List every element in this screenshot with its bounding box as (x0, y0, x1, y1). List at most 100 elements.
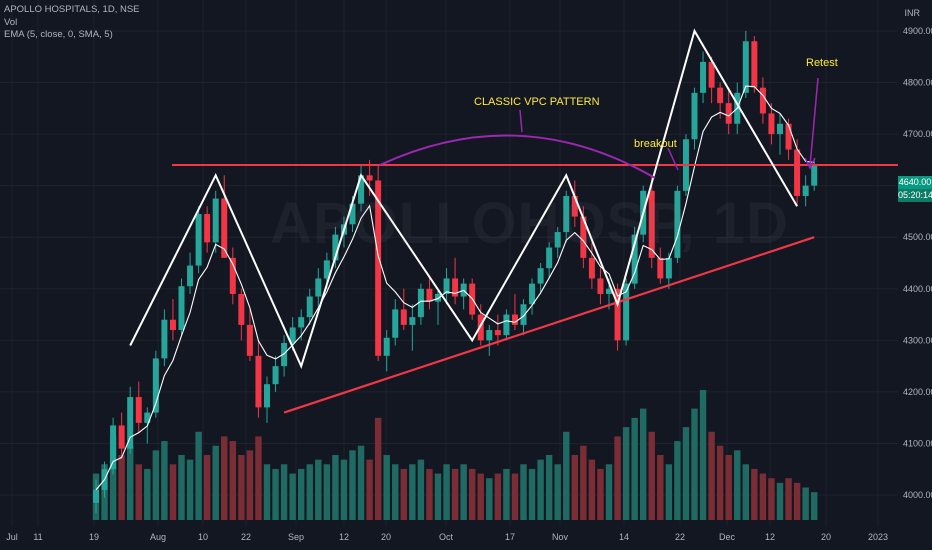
volume-bar (545, 455, 553, 520)
candle-body (742, 41, 749, 93)
candle-body (323, 260, 330, 279)
volume-bar (169, 464, 177, 520)
time-axis: Jul 11 19 Aug 10 22 Sep 12 20 Oct 17 Nov 14 22 Dec 12 20… (6, 532, 888, 542)
price-tick-label: 4300.00 (903, 335, 932, 345)
candle-body (768, 113, 775, 135)
candle-body (785, 123, 792, 150)
volume-bar (716, 445, 724, 520)
candle-body (554, 232, 561, 248)
candle-body (264, 384, 270, 408)
ema-indicator-label[interactable]: EMA (5, close, 0, SMA, 5) (4, 29, 113, 40)
volume-bar (486, 478, 493, 520)
candle-body (443, 278, 450, 294)
volume-bar (340, 459, 348, 520)
pattern-annotation: CLASSIC VPC PATTERN (474, 96, 600, 108)
price-tick-label: 4400.00 (903, 284, 932, 294)
candle-body (494, 330, 501, 336)
candle-body (152, 358, 159, 413)
volume-bar (477, 473, 484, 520)
volume-bar (426, 468, 433, 520)
volume-bar (374, 417, 382, 520)
ema-line-layer (95, 85, 815, 491)
volume-bar (648, 431, 655, 520)
retest-annotation: Retest (806, 57, 838, 69)
candle-body (204, 214, 211, 243)
volume-indicator-label[interactable]: Vol (4, 16, 18, 28)
candle-body (383, 337, 390, 356)
candle-body (537, 268, 544, 284)
volume-bar (614, 436, 621, 520)
candle-body (691, 92, 698, 140)
volume-bar (383, 455, 390, 520)
volume-bar (469, 468, 476, 520)
volume-bar (640, 408, 647, 520)
volume-bar (699, 390, 707, 520)
volume-bar (631, 417, 638, 520)
volume-bar (682, 427, 690, 520)
time-tick-label: 19 (89, 532, 99, 542)
time-tick-label: Nov (552, 532, 569, 542)
candle-body (417, 288, 424, 318)
candle-body (623, 283, 630, 341)
candle-body (811, 165, 818, 186)
price-tick-label: 4100.00 (903, 438, 932, 448)
volume-bar (246, 450, 254, 520)
time-tick-label: 22 (241, 532, 251, 542)
time-tick-label: 12 (765, 532, 775, 542)
candle-body (281, 342, 288, 367)
volume-bar (152, 450, 160, 520)
volume-bar (263, 464, 271, 520)
candle-body (477, 314, 484, 341)
volume-bar (203, 455, 211, 520)
volume-bar (520, 464, 527, 520)
time-tick-label: 22 (675, 532, 685, 542)
volume-bar (811, 492, 818, 520)
volume-bar (657, 455, 664, 520)
volume-bar (691, 408, 698, 520)
volume-bar (144, 468, 151, 520)
volume-bar (460, 464, 467, 520)
candle-body (546, 247, 553, 269)
candle-body (409, 317, 416, 325)
price-tick-label: 4900.00 (903, 26, 932, 36)
vpc-zigzag (129, 28, 798, 369)
candle-body (221, 198, 228, 258)
symbol-title[interactable]: APOLLO HOSPITALS, 1D, NSE (4, 4, 140, 15)
candle-body (169, 319, 176, 331)
volume-bar (580, 445, 587, 520)
candle-body (178, 286, 185, 331)
volume-bar (597, 468, 604, 520)
volume-bar (221, 436, 228, 520)
volume-bar (759, 473, 767, 520)
volume-bar (289, 473, 296, 520)
volume-bar (554, 464, 561, 520)
candle-body (606, 288, 612, 294)
retest-arrowhead (804, 157, 816, 170)
candle-body (794, 149, 801, 196)
ema-line (95, 85, 815, 491)
candle-body (657, 257, 664, 279)
breakout-annotation: breakout (634, 138, 677, 150)
volume-bar (195, 431, 202, 520)
candle-body (614, 288, 621, 341)
bar-countdown: 05:20:14 (898, 189, 932, 202)
candle-body (563, 195, 570, 233)
candle-body (375, 180, 382, 356)
candle-body (161, 319, 168, 359)
candle-body (648, 190, 655, 258)
volume-bar (298, 468, 305, 520)
volume-bar (511, 473, 519, 520)
volume-bar (357, 445, 365, 520)
candle-body (520, 304, 527, 325)
candle-body (144, 412, 151, 423)
price-tick-label: 4500.00 (903, 232, 932, 242)
candle-body (392, 309, 399, 338)
time-tick-label: 20 (821, 532, 831, 542)
volume-bar (409, 464, 416, 520)
time-tick-label: Dec (719, 532, 736, 542)
volume-bar (332, 455, 339, 520)
volume-bar (503, 468, 510, 520)
volume-bar (571, 455, 578, 520)
candle-body (127, 397, 134, 449)
